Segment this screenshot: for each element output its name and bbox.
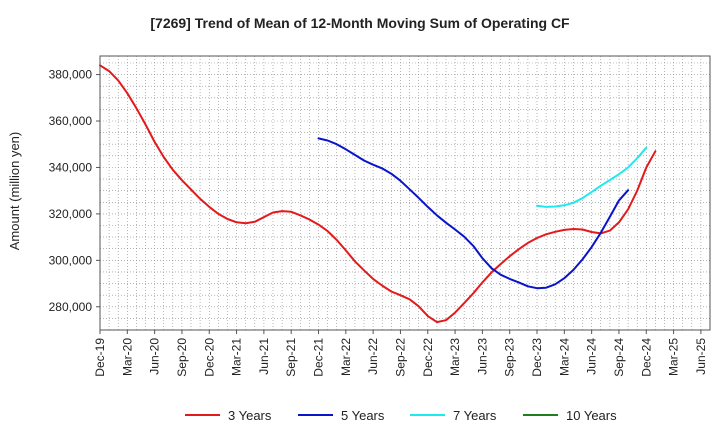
x-tick-label: Dec-22 xyxy=(421,338,435,377)
x-tick-label: Sep-23 xyxy=(503,338,517,377)
x-tick-label: Sep-20 xyxy=(175,338,189,377)
x-tick-label: Dec-21 xyxy=(312,338,326,377)
x-tick-label: Dec-23 xyxy=(530,338,544,377)
y-tick-label: 360,000 xyxy=(49,114,93,128)
x-tick-label: Dec-20 xyxy=(202,338,216,377)
grid xyxy=(100,56,710,330)
series-line-7-years xyxy=(536,146,648,208)
y-tick-label: 280,000 xyxy=(49,300,93,314)
legend-label: 7 Years xyxy=(453,408,497,423)
x-axis: Dec-19 Mar-20 Jun-20 Sep-20 Dec-20 Mar-21 Jun-… xyxy=(93,330,708,377)
series-line-5-years xyxy=(317,137,630,290)
y-tick-label: 320,000 xyxy=(49,207,93,221)
x-tick-label: Dec-24 xyxy=(639,338,653,377)
y-tick-label: 380,000 xyxy=(49,68,93,82)
y-tick-label: 340,000 xyxy=(49,160,93,174)
x-tick-label: Mar-20 xyxy=(120,338,134,376)
series-line-3-years xyxy=(99,64,657,324)
x-tick-label: Dec-19 xyxy=(93,338,107,377)
x-tick-label: Jun-20 xyxy=(148,338,162,375)
legend-label: 5 Years xyxy=(341,408,385,423)
x-tick-label: Jun-22 xyxy=(366,338,380,375)
plot-area xyxy=(100,56,710,330)
x-tick-label: Mar-21 xyxy=(230,338,244,376)
y-axis: 280,000 300,000 320,000 340,000 360,000 380,0… xyxy=(49,68,100,314)
x-tick-label: Jun-25 xyxy=(694,338,708,375)
x-tick-label: Sep-21 xyxy=(284,338,298,377)
legend-label: 3 Years xyxy=(228,408,272,423)
legend-label: 10 Years xyxy=(566,408,617,423)
x-tick-label: Sep-24 xyxy=(612,338,626,377)
x-tick-label: Mar-25 xyxy=(667,338,681,376)
x-tick-label: Mar-22 xyxy=(339,338,353,376)
x-tick-label: Sep-22 xyxy=(393,338,407,377)
plot-frame xyxy=(99,55,711,331)
series-lines xyxy=(99,64,657,324)
x-tick-label: Jun-23 xyxy=(475,338,489,375)
y-axis-label: Amount (million yen) xyxy=(7,132,22,251)
legend: 3 Years 5 Years 7 Years 10 Years xyxy=(185,408,617,423)
x-tick-label: Mar-24 xyxy=(557,338,571,376)
x-tick-label: Jun-24 xyxy=(585,338,599,375)
x-tick-label: Jun-21 xyxy=(257,338,271,375)
x-tick-label: Mar-23 xyxy=(448,338,462,376)
y-tick-label: 300,000 xyxy=(49,253,93,267)
chart-title: [7269] Trend of Mean of 12-Month Moving … xyxy=(150,15,570,31)
